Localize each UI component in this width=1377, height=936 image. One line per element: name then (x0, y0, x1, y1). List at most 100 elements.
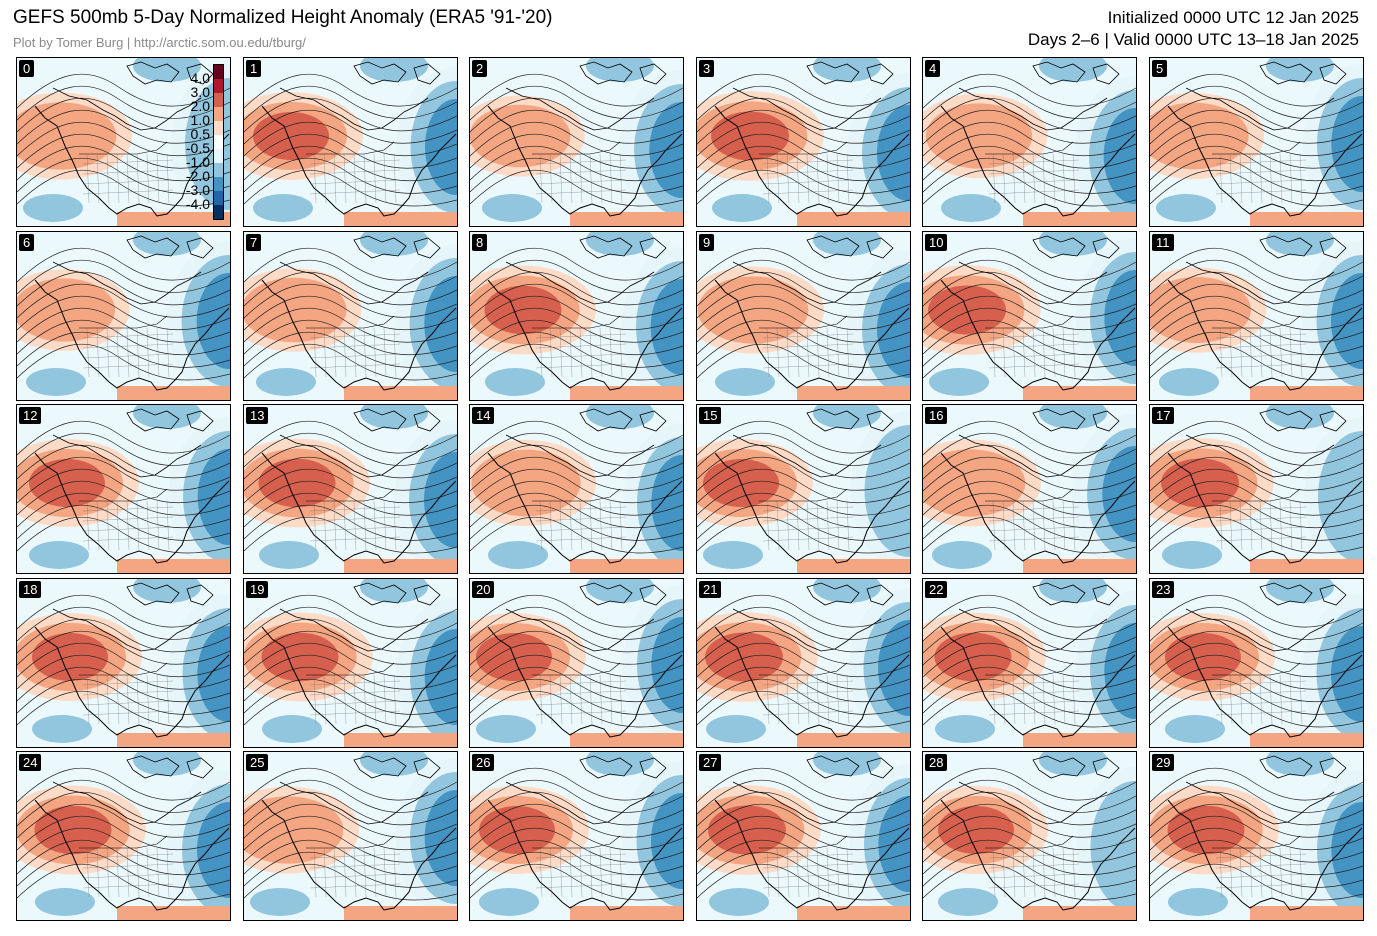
state-border (156, 327, 160, 378)
state-border (82, 690, 174, 696)
state-border (363, 847, 367, 898)
height-contour (923, 97, 1136, 133)
state-border (343, 500, 347, 551)
arctic-anomaly-contour (360, 232, 428, 256)
height-contour (17, 690, 230, 728)
height-contour (697, 109, 910, 145)
trough-anomaly-contour (877, 105, 910, 201)
height-contour (1150, 678, 1363, 715)
height-contour (923, 654, 1136, 690)
height-contour (697, 594, 910, 630)
state-border (766, 327, 770, 378)
state-border (569, 327, 573, 378)
ensemble-member-panel: 11 (1149, 231, 1364, 401)
initialized-time: Initialized 0000 UTC 12 Jan 2025 (1107, 8, 1359, 27)
state-border (373, 153, 377, 204)
state-border (1215, 873, 1307, 879)
state-border (988, 526, 1080, 532)
state-border (363, 674, 367, 725)
state-border (1269, 327, 1273, 378)
state-border (146, 153, 150, 204)
state-border (549, 327, 553, 378)
anomaly-map (244, 232, 457, 400)
colorbar-segment (214, 135, 223, 149)
trough-anomaly-contour (877, 282, 910, 378)
state-border (535, 179, 627, 185)
state-border (535, 853, 627, 859)
state-border (1215, 863, 1307, 869)
state-border (82, 516, 174, 522)
height-contour (1150, 654, 1363, 690)
ensemble-member-panel: 6 (16, 231, 231, 401)
state-border (846, 500, 850, 551)
state-border (1299, 674, 1303, 725)
state-border (313, 847, 317, 898)
state-border (373, 327, 377, 378)
state-border (1239, 500, 1243, 551)
state-border (559, 500, 563, 551)
height-contour (697, 666, 910, 703)
height-contour (923, 606, 1136, 642)
height-contour (697, 331, 910, 368)
anomaly-map (1150, 405, 1363, 573)
state-border (1289, 153, 1293, 204)
state-border (309, 883, 401, 889)
state-border (762, 700, 854, 706)
coastline (714, 279, 910, 391)
state-border (309, 853, 401, 859)
state-border (549, 674, 553, 725)
ensemble-member-label: 0 (19, 60, 35, 77)
height-contour (923, 444, 1136, 480)
state-border (1249, 674, 1253, 725)
height-contour (244, 295, 457, 331)
state-border (619, 327, 623, 378)
height-contour (1150, 492, 1363, 529)
state-border (535, 863, 627, 869)
state-border (1269, 847, 1273, 898)
state-border (146, 674, 150, 725)
height-contour (470, 815, 683, 851)
south-anomaly-band (117, 559, 230, 573)
state-border (846, 674, 850, 725)
state-border (309, 169, 401, 175)
height-contour (1150, 827, 1363, 863)
south-anomaly-band (344, 559, 457, 573)
state-border (846, 327, 850, 378)
height-contour (1150, 851, 1363, 888)
coastline (505, 608, 655, 652)
state-border (82, 353, 174, 359)
state-border (1219, 153, 1223, 204)
coastline (487, 105, 683, 217)
height-contour (244, 480, 457, 516)
arctic-anomaly-contour (586, 58, 654, 82)
height-contour (697, 815, 910, 851)
height-contour (470, 109, 683, 145)
state-border (309, 506, 401, 512)
ensemble-member-label: 19 (246, 581, 269, 598)
state-border (535, 690, 627, 696)
coastline (958, 781, 1108, 825)
height-contour (923, 271, 1136, 307)
south-anomaly-band (570, 386, 683, 400)
state-border (826, 674, 830, 725)
state-border (156, 847, 160, 898)
ensemble-member-label: 22 (925, 581, 948, 598)
height-contour (1150, 863, 1363, 901)
arctic-anomaly-contour (1266, 232, 1334, 256)
height-contour (697, 803, 910, 839)
height-contour (923, 307, 1136, 343)
sw-anomaly-contour (35, 888, 95, 916)
height-contour (17, 863, 230, 901)
arctic-anomaly-contour (133, 579, 201, 603)
coastline (940, 799, 1136, 911)
coastline (487, 799, 683, 911)
ridge-anomaly-contour (258, 458, 336, 508)
arctic-islands (1032, 755, 1120, 779)
state-border (535, 189, 627, 195)
state-border (309, 333, 401, 339)
height-contour (923, 121, 1136, 157)
coastline (940, 105, 1136, 217)
state-border (343, 674, 347, 725)
height-contour (1150, 791, 1363, 827)
state-border (166, 847, 170, 898)
